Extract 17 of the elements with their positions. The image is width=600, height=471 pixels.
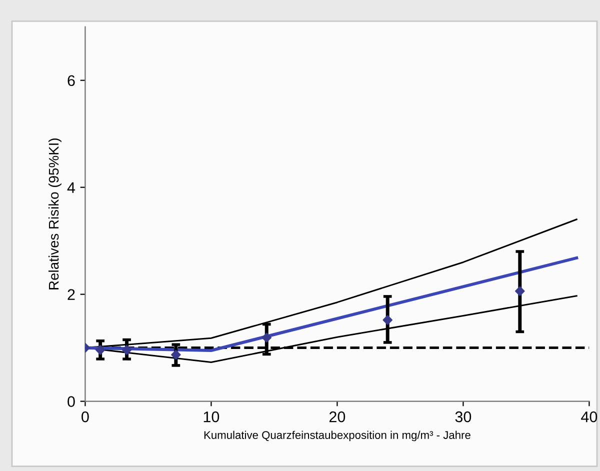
point — [382, 315, 392, 325]
x-axis-title: Kumulative Quarzfeinstaubexposition in mg/m³ - Jahre — [204, 430, 470, 442]
point — [95, 345, 106, 355]
x-tick-label: 10 — [204, 411, 220, 422]
point — [171, 350, 181, 360]
y-tick-label: 6 — [68, 75, 75, 86]
x-tick-label: 20 — [329, 411, 346, 422]
y-tick-label: 2 — [68, 289, 75, 300]
x-tick-label: 0 — [82, 411, 89, 422]
x-tick-label: 30 — [455, 411, 472, 422]
point — [515, 286, 525, 296]
point — [262, 332, 272, 342]
point — [122, 345, 132, 355]
y-axis-title: Relatives Risiko (95%KI) — [48, 138, 62, 290]
y-tick-label: 4 — [67, 182, 76, 193]
y-tick-label: 0 — [68, 396, 75, 407]
x-tick-label: 40 — [581, 411, 598, 422]
